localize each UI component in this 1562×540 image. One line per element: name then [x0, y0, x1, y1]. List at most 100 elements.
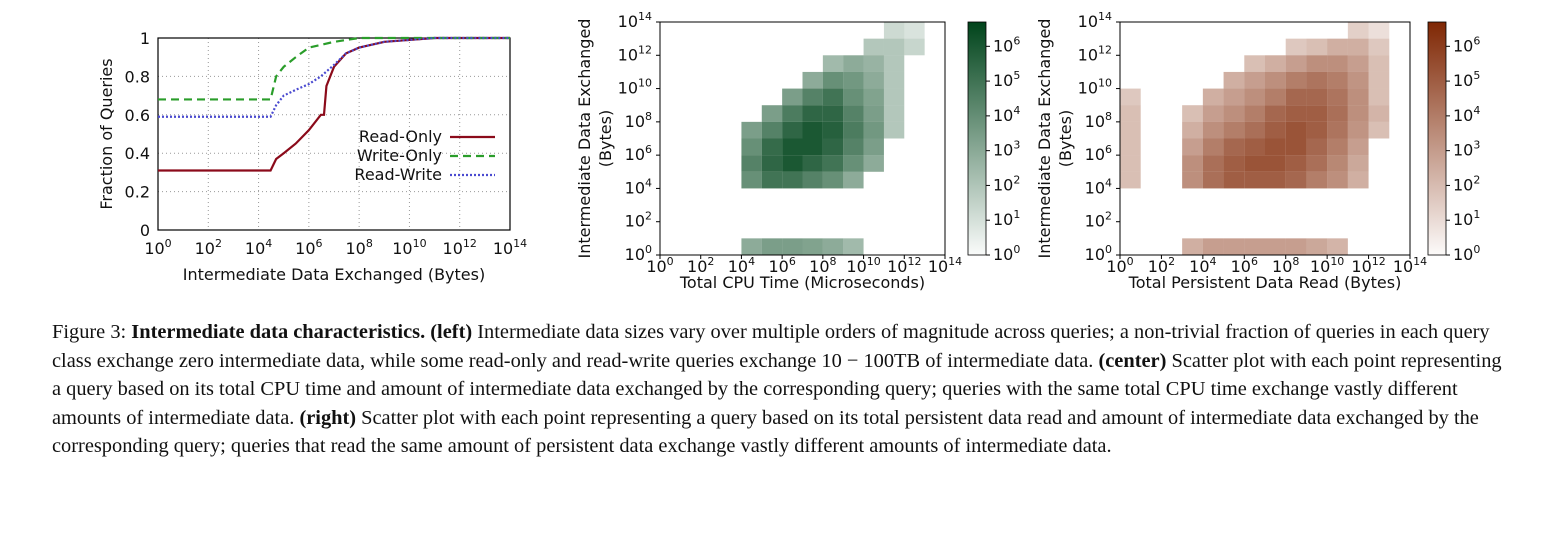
heat-cell: [1202, 155, 1224, 172]
colorbar: [1427, 21, 1447, 256]
heat-cell: [802, 121, 823, 139]
heat-cell: [1223, 105, 1245, 122]
heat-cell: [802, 88, 823, 106]
heat-cell: [1182, 105, 1203, 122]
x-tick-label: 108: [809, 255, 836, 276]
heat-cell: [741, 121, 762, 139]
x-tick-label: 1012: [1351, 255, 1385, 276]
heat-cell: [1306, 71, 1328, 89]
heat-cell: [1347, 22, 1369, 39]
heat-cell: [1244, 171, 1265, 189]
heat-cell: [843, 238, 864, 255]
heat-cell: [843, 138, 864, 156]
heat-cell: [904, 22, 925, 39]
heat-cell: [1202, 171, 1224, 189]
heat-cell: [802, 138, 823, 156]
heat-cell: [863, 88, 884, 106]
x-tick-label: 102: [195, 237, 222, 258]
x-tick-label: 1010: [1310, 255, 1344, 276]
heat-cell: [1347, 105, 1369, 122]
heat-cell: [1347, 155, 1369, 172]
series-line: [158, 36, 510, 101]
heat-cell: [1265, 71, 1286, 89]
y-tick-label: 1: [140, 29, 150, 48]
colorbar-tick-label: 106: [993, 34, 1020, 55]
heat-cell: [863, 121, 884, 139]
heat-cell: [1120, 105, 1141, 122]
x-tick-label: 100: [144, 237, 171, 258]
heat-cell: [1182, 238, 1203, 255]
heat-cell: [843, 71, 864, 89]
heat-cell: [1368, 105, 1390, 122]
x-tick-label: 104: [245, 237, 272, 258]
heat-cell: [802, 105, 823, 122]
heat-cell: [1368, 88, 1390, 106]
heat-cell: [1265, 88, 1286, 106]
heat-cell: [1182, 138, 1203, 156]
caption-text: (right): [299, 406, 357, 429]
heat-cell: [782, 88, 803, 106]
heat-cell: [1327, 171, 1348, 189]
heat-cell: [883, 22, 905, 39]
y-axis-label: Intermediate Data Exchanged: [575, 19, 594, 259]
heat-cell: [1202, 138, 1224, 156]
heat-cell: [1223, 155, 1245, 172]
heat-cell: [1368, 38, 1390, 56]
heat-cell: [1285, 155, 1307, 172]
heat-cell: [1265, 105, 1286, 122]
heat-cell: [1347, 38, 1369, 56]
heat-cell: [1347, 88, 1369, 106]
heat-cell: [1265, 138, 1286, 156]
y-tick-label: 104: [625, 176, 652, 197]
heat-cell: [1368, 22, 1390, 39]
colorbar-tick-label: 101: [1453, 208, 1480, 229]
heat-cell: [782, 138, 803, 156]
heat-cell: [843, 88, 864, 106]
heat-cell: [782, 121, 803, 139]
y-tick-label: 104: [1085, 176, 1112, 197]
heat-cell: [1347, 121, 1369, 139]
y-tick-label: 108: [625, 110, 652, 131]
heat-cell: [1306, 138, 1328, 156]
heat-cell: [802, 171, 823, 189]
y-tick-label: 0.6: [125, 106, 150, 125]
x-axis-label: Total CPU Time (Microseconds): [679, 273, 925, 292]
heat-cell: [1306, 88, 1328, 106]
x-tick-label: 106: [768, 255, 795, 276]
x-tick-label: 1010: [392, 237, 426, 258]
x-tick-label: 1014: [493, 237, 527, 258]
heat-cell: [1265, 121, 1286, 139]
colorbar-tick-label: 105: [993, 69, 1020, 90]
heat-cell: [1285, 121, 1307, 139]
heat-cell: [1223, 171, 1245, 189]
heat-cell: [1285, 55, 1307, 72]
heat-cell: [1202, 121, 1224, 139]
heat-cell: [822, 155, 844, 172]
y-tick-label: 1010: [1078, 77, 1112, 98]
heat-cell: [843, 55, 864, 72]
caption-text: Figure 3:: [52, 321, 132, 343]
x-tick-label: 108: [345, 237, 372, 258]
heat-cell: [1306, 155, 1328, 172]
heat-cell: [782, 171, 803, 189]
heat-cell: [1285, 38, 1307, 56]
heat-cell: [1120, 138, 1141, 156]
heat-cell: [782, 155, 803, 172]
heat-cell: [1120, 171, 1141, 189]
heat-cell: [822, 105, 844, 122]
heat-cell: [1202, 105, 1224, 122]
heat-cell: [1223, 238, 1245, 255]
heat-cell: [1306, 238, 1328, 255]
heat-cell: [822, 121, 844, 139]
heat-cell: [1327, 38, 1348, 56]
caption-text: Scatter plot with each point representin…: [52, 406, 1479, 458]
heat-cell: [1244, 155, 1265, 172]
colorbar-tick-label: 106: [1453, 34, 1480, 55]
heat-cell: [1306, 121, 1328, 139]
heat-cell: [1347, 171, 1369, 189]
y-tick-label: 100: [1085, 243, 1112, 264]
heat-cell: [883, 105, 905, 122]
heat-cell: [1285, 171, 1307, 189]
heat-cell: [1327, 88, 1348, 106]
